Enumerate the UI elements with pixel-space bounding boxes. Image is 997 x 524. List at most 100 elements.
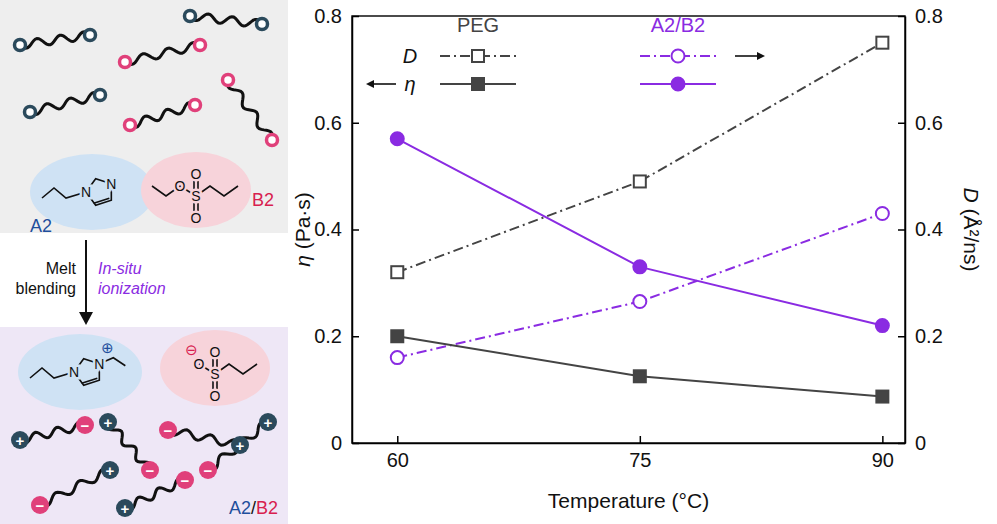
legend-marker xyxy=(672,50,685,63)
tick-mark xyxy=(352,16,359,18)
tick-mark xyxy=(898,16,905,18)
marker xyxy=(634,175,646,187)
chain-end xyxy=(195,40,206,51)
tick-mark xyxy=(898,336,905,338)
chain xyxy=(168,430,240,445)
marker xyxy=(876,319,889,332)
charge-sign: + xyxy=(236,437,245,454)
tick-mark xyxy=(352,443,359,445)
a2-highlight xyxy=(18,334,142,410)
charge xyxy=(259,413,277,431)
tick: 0.2 xyxy=(314,325,359,347)
arrow-head xyxy=(79,312,93,325)
y-axis-title: η (Pa·s) xyxy=(291,192,314,267)
atom: O xyxy=(194,356,205,372)
charge-sign: − xyxy=(181,472,190,489)
tick-label: 0 xyxy=(331,432,342,454)
chain-end xyxy=(267,135,278,146)
a2-label: A2 xyxy=(30,216,52,236)
marker xyxy=(391,351,404,364)
chain xyxy=(208,422,268,470)
axis-arrow xyxy=(373,83,396,85)
tick-label: 0.8 xyxy=(915,5,943,27)
axis-arrow-head xyxy=(366,80,374,88)
legend-marker xyxy=(472,78,484,90)
tick: 0.6 xyxy=(898,112,943,134)
atom: ⊖ xyxy=(185,341,198,358)
axis-arrow-head xyxy=(757,52,765,60)
panel-top xyxy=(0,0,288,233)
tick-label: 0.6 xyxy=(915,112,943,134)
tick: 0.8 xyxy=(314,5,359,27)
bond xyxy=(30,368,74,378)
tick: 60 xyxy=(387,436,409,471)
plot-frame xyxy=(352,16,905,443)
tick-label: 60 xyxy=(387,449,409,471)
charge xyxy=(159,421,177,439)
tick-mark xyxy=(882,436,884,443)
legend-header: A2/B2 xyxy=(651,14,705,36)
charge xyxy=(199,461,217,479)
atom: N xyxy=(69,364,79,380)
x-axis: 60 75 90 xyxy=(353,436,906,471)
chain-end xyxy=(15,40,26,51)
legend-row-label: D xyxy=(403,45,417,67)
marker xyxy=(633,260,646,273)
atom: O xyxy=(191,210,202,226)
tick-label: 90 xyxy=(872,449,894,471)
marker xyxy=(391,266,403,278)
chain-end xyxy=(190,100,201,111)
chain-end xyxy=(25,107,36,118)
tick: 75 xyxy=(629,436,651,471)
charge-sign: − xyxy=(36,497,45,514)
tick: 0.4 xyxy=(898,218,943,240)
charge-sign: − xyxy=(164,422,173,439)
legend-header: PEG xyxy=(457,14,499,36)
chain-end xyxy=(125,120,136,131)
charge xyxy=(231,436,249,454)
legend-marker xyxy=(672,78,685,91)
tick: 0.2 xyxy=(898,325,943,347)
series-line xyxy=(397,213,882,357)
charge-sign: − xyxy=(81,417,90,434)
tick: 0 xyxy=(898,432,926,454)
atom: N xyxy=(81,184,91,200)
atom: N xyxy=(106,176,116,192)
b2-highlight xyxy=(141,152,251,228)
legend-marker xyxy=(472,50,484,62)
charge-sign: + xyxy=(264,414,273,431)
charge-sign: + xyxy=(121,500,130,517)
charge xyxy=(31,496,49,514)
tick-label: 0.6 xyxy=(314,112,342,134)
charge xyxy=(176,471,194,489)
x-axis-line xyxy=(353,443,906,445)
bond xyxy=(196,186,238,196)
y-axis: 0 0.2 0.4 0.6 0.8 xyxy=(314,5,359,454)
tick: 0.6 xyxy=(314,112,359,134)
chain-end xyxy=(185,11,196,22)
chain xyxy=(30,92,100,114)
bond xyxy=(82,378,98,383)
atom: ⊕ xyxy=(101,339,114,356)
tick: 0 xyxy=(331,432,359,454)
chain-end xyxy=(257,19,268,30)
chain xyxy=(130,103,195,128)
marker xyxy=(876,207,889,220)
series-line xyxy=(397,336,882,396)
chain-end xyxy=(95,90,106,101)
b2-label: B2 xyxy=(252,190,274,210)
series-line xyxy=(397,139,882,326)
atom: O xyxy=(175,178,186,194)
tick-mark xyxy=(352,229,359,231)
atom: O xyxy=(191,166,202,182)
axis-arrow xyxy=(735,55,758,57)
chain xyxy=(125,42,200,64)
tick-label: 0.2 xyxy=(915,325,943,347)
bond xyxy=(215,364,257,374)
b2-highlight xyxy=(160,330,270,406)
tick-mark xyxy=(352,336,359,338)
tick-mark xyxy=(397,436,399,443)
figure: NNOSOOA2B2MeltblendingIn-situionizationN… xyxy=(0,0,997,524)
charge-sign: + xyxy=(104,414,113,431)
tick-label: 0.4 xyxy=(314,218,342,240)
